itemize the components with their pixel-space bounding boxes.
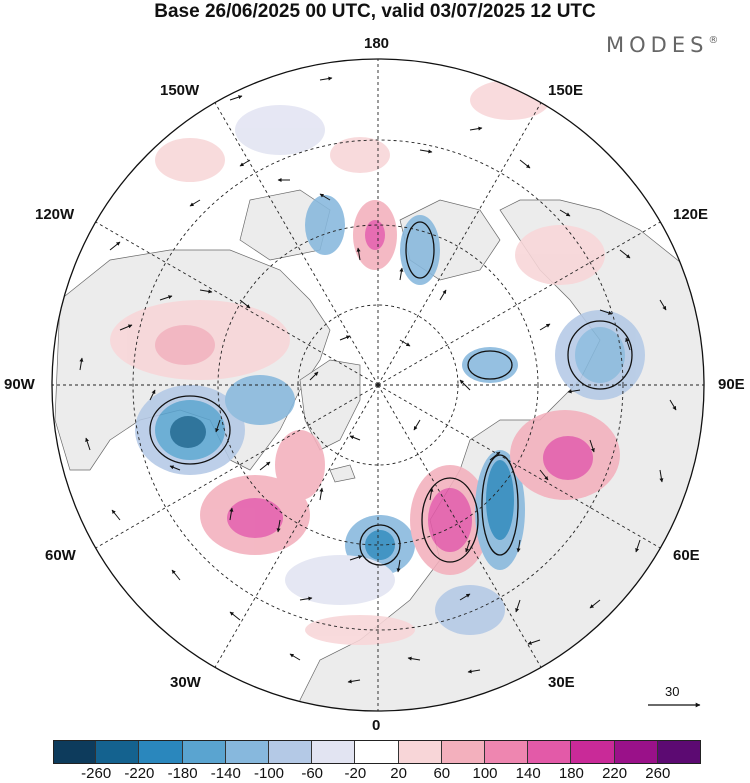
contour-central-asia [567,320,633,390]
colorbar-tick-label: 20 [390,765,407,782]
colorbar-swatch [614,740,658,764]
map-title: Base 26/06/2025 00 UTC, valid 03/07/2025… [154,1,596,22]
label-lon-30w: 30W [170,674,201,691]
label-lon-30e: 30E [548,674,575,691]
contour-hudson [149,395,231,465]
colorbar-tick-label: -220 [124,765,155,782]
label-lon-150e: 150E [548,82,584,99]
colorbar-swatch [182,740,226,764]
anomaly-pos-north-africa [305,615,415,645]
anomaly-neg-west-europe [285,555,395,605]
anomaly-pos-bering [330,137,390,173]
anomaly-pos-scandinavia-core [428,488,472,552]
colorbar-swatch [441,740,485,764]
anomaly-pos-atlantic-core [227,498,283,538]
colorbar-swatch [312,740,356,764]
colorbar-swatch [225,740,269,764]
anomaly-neg-britain-core [365,530,395,560]
colorbar-swatch [657,740,701,764]
anomaly-neg-russia-core [486,460,514,540]
anomaly-pos-east-siberia [515,225,605,285]
anomaly-pos-canada-core [155,325,215,365]
label-lon-120e: 120E [673,206,709,223]
colorbar-tick-label: -180 [167,765,198,782]
colorbar-tick-label: -100 [253,765,285,782]
anomaly-neg-central-asia-core [575,327,625,383]
colorbar-swatch [571,740,615,764]
anomaly-pos-north-pacific [470,80,550,120]
land-greenland [299,359,361,451]
meridian-line [377,384,542,668]
label-lon-150w: 150W [160,82,200,99]
contour-east-arctic [405,221,435,279]
label-lon-90w: 90W [4,376,35,393]
graticule [52,59,704,711]
anomaly-pos-greenland-sea [275,430,325,500]
label-lon-0: 0 [372,717,381,734]
colorbar-tick-label: 140 [515,765,541,782]
label-lon-90e: 90E [718,376,745,393]
colorbar-tick-label: -260 [81,765,112,782]
latitude-circle-2 [217,224,539,546]
contour-scandinavia [421,477,479,563]
brand-logo: MODES® [606,33,719,57]
meridian-line [214,102,379,386]
anomaly-neg-black-sea [435,585,505,635]
meridian-line [377,221,661,386]
colorbar-swatch [53,740,97,764]
label-lon-180: 180 [364,35,390,52]
colorbar-swatch [269,740,313,764]
anomaly-neg-kara [462,347,518,383]
contour-lines [149,221,633,566]
colorbar-swatch [355,740,399,764]
anomaly-pos-pacific [155,138,225,182]
anomaly-pos-siberia-core [543,436,593,480]
colorbar-swatch [139,740,183,764]
label-lon-60w: 60W [45,547,76,564]
meridian-line [95,221,379,386]
colorbar-tick-label: -140 [210,765,241,782]
anomaly-field [110,80,645,645]
anomaly-neg-gulf-alaska [235,105,325,155]
colorbar-swatch [528,740,572,764]
colorbar-swatch [485,740,529,764]
anomaly-neg-hudson-center [170,416,206,448]
latitude-circle-3 [132,139,624,631]
label-lon-120w: 120W [35,206,75,223]
map-border [51,58,705,712]
meridian-line [377,102,542,386]
colorbar-tick-label: 100 [472,765,498,782]
colorbar-tick-label: -60 [301,765,324,782]
anomaly-neg-labrador [225,375,295,425]
meridians [52,59,704,711]
label-lon-60e: 60E [673,547,700,564]
colorbar-swatch [96,740,140,764]
anomaly-pos-chukchi-core [365,220,385,250]
colorbar-swatch [398,740,442,764]
colorbar-tick-label: 180 [558,765,584,782]
wind-reference-label: 30 [665,684,680,699]
colorbar-tick-label: 220 [602,765,628,782]
anomaly-neg-beaufort [305,195,345,255]
colorbar-tick-label: -20 [344,765,367,782]
meridian-line [95,384,379,549]
contour-kara [467,350,513,380]
meridian-line [377,384,661,549]
land-iceland [329,464,356,483]
colorbar [53,740,701,764]
meridian-line [214,384,379,668]
anomaly-neg-east-arctic [400,215,440,285]
colorbar-tick-label: 260 [645,765,671,782]
contour-britain [359,524,401,566]
colorbar-tick-label: 60 [433,765,451,782]
